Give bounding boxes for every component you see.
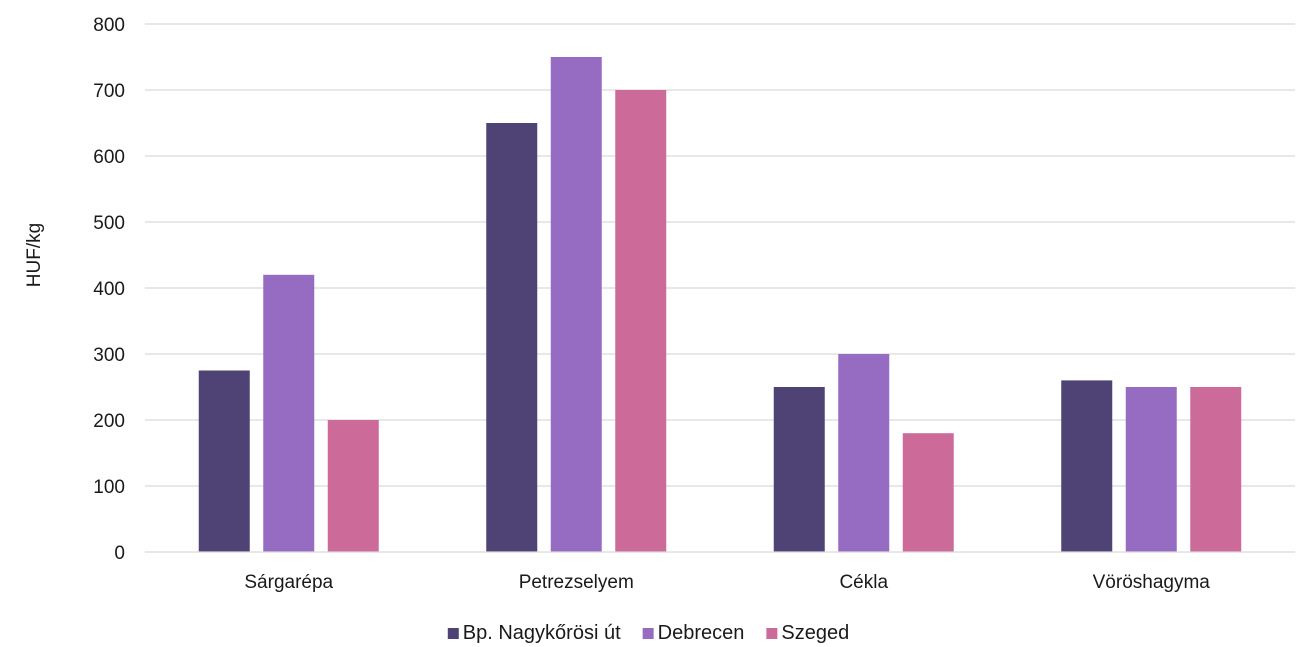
legend-label: Bp. Nagykőrösi út — [463, 622, 621, 644]
gridlines — [145, 23, 1295, 487]
y-tick-label: 0 — [114, 543, 125, 564]
bar-szeged-2 — [902, 433, 954, 552]
y-tick-label: 200 — [93, 411, 125, 432]
legend-item-debrecen[interactable]: Debrecen — [642, 622, 745, 644]
legend-label: Szeged — [781, 622, 849, 644]
bar-bp-nagyk-r-si-t-2 — [773, 387, 825, 552]
bar-debrecen-3 — [1125, 387, 1177, 552]
bar-szeged-0 — [327, 420, 379, 552]
x-tick-label: Petrezselyem — [519, 572, 634, 593]
bar-szeged-1 — [615, 90, 667, 552]
y-tick-label: 100 — [93, 477, 125, 498]
y-axis-ticks: 0 100 200 300 400 500 600 700 800 — [93, 15, 125, 564]
legend-swatch — [642, 628, 654, 639]
bar-bp-nagyk-r-si-t-0 — [198, 370, 250, 552]
x-tick-label: Cékla — [839, 572, 888, 593]
bar-bp-nagyk-r-si-t-3 — [1061, 380, 1113, 552]
y-axis-title: HUF/kg — [24, 223, 45, 287]
legend-swatch — [447, 628, 459, 639]
y-tick-label: 500 — [93, 213, 125, 234]
y-tick-label: 700 — [93, 81, 125, 102]
y-tick-label: 600 — [93, 147, 125, 168]
legend-item-szeged[interactable]: Szeged — [766, 622, 849, 644]
y-tick-label: 800 — [93, 15, 125, 36]
bar-szeged-3 — [1190, 387, 1242, 552]
bar-debrecen-1 — [550, 57, 602, 552]
legend-label: Debrecen — [658, 622, 745, 644]
legend-swatch — [766, 628, 778, 639]
bars — [198, 57, 1242, 552]
x-axis-ticks: Sárgarépa Petrezselyem Cékla Vöröshagyma — [244, 572, 1210, 593]
bar-debrecen-2 — [838, 354, 890, 552]
legend[interactable]: Bp. Nagykőrösi út Debrecen Szeged — [447, 622, 849, 644]
y-tick-label: 300 — [93, 345, 125, 366]
legend-item-bp-nagyk-r-si-t[interactable]: Bp. Nagykőrösi út — [447, 622, 621, 644]
bar-bp-nagyk-r-si-t-1 — [486, 123, 538, 552]
y-tick-label: 400 — [93, 279, 125, 300]
x-tick-label: Sárgarépa — [244, 572, 333, 593]
x-tick-label: Vöröshagyma — [1093, 572, 1211, 593]
bar-debrecen-0 — [263, 274, 315, 552]
